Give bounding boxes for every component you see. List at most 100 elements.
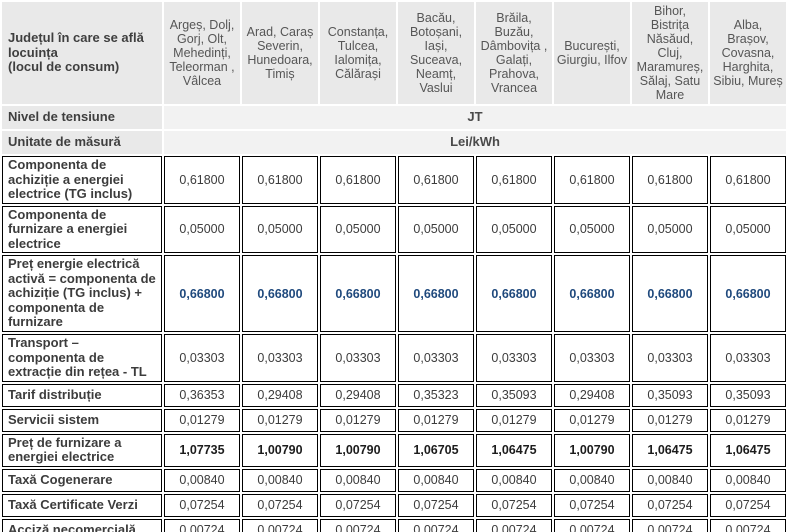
value-cell: 0,01279 (476, 408, 552, 432)
row-label: Taxă Cogenerare (2, 468, 162, 492)
value-cell: 0,35093 (632, 383, 708, 407)
value-cell: 0,05000 (554, 205, 630, 254)
value-cell: 0,29408 (242, 383, 318, 407)
table-row: Preț energie electrică activă = componen… (2, 255, 786, 333)
value-cell: 1,06705 (398, 433, 474, 467)
value-cell: 0,01279 (632, 408, 708, 432)
value-cell: 0,00840 (398, 468, 474, 492)
row-label: Componenta de achiziție a energiei elect… (2, 156, 162, 204)
region-header: Constanța, Tulcea, Ialomița, Călărași (320, 2, 396, 104)
table-row: Taxă Certificate Verzi 0,07254 0,07254 0,07… (2, 493, 786, 517)
value-cell: 0,66800 (554, 255, 630, 333)
value-cell: 0,66800 (398, 255, 474, 333)
value-cell: 0,00724 (554, 518, 630, 532)
value-cell: 0,29408 (320, 383, 396, 407)
voltage-value: JT (164, 106, 786, 129)
value-cell: 0,66800 (164, 255, 240, 333)
row-label: Transport – componenta de extracție din … (2, 334, 162, 382)
region-header: Bacău, Botoșani, Iași, Suceava, Neamț, V… (398, 2, 474, 104)
row-label: Preț energie electrică activă = componen… (2, 255, 162, 333)
value-cell: 0,05000 (398, 205, 474, 254)
value-cell: 0,00724 (242, 518, 318, 532)
value-cell: 0,00724 (476, 518, 552, 532)
value-cell: 0,01279 (710, 408, 786, 432)
value-cell: 1,06475 (632, 433, 708, 467)
value-cell: 0,61800 (710, 156, 786, 204)
value-cell: 0,29408 (554, 383, 630, 407)
value-cell: 0,03303 (632, 334, 708, 382)
voltage-row: Nivel de tensiune JT (2, 106, 786, 129)
row-label: Preț de furnizare a energiei electrice (2, 433, 162, 467)
table-row: Tarif distribuție 0,36353 0,29408 0,29408 0,… (2, 383, 786, 407)
region-header: Arad, Caraș Severin, Hunedoara, Timiș (242, 2, 318, 104)
value-cell: 1,00790 (554, 433, 630, 467)
value-cell: 0,66800 (242, 255, 318, 333)
unit-value: Lei/kWh (164, 131, 786, 154)
value-cell: 0,01279 (398, 408, 474, 432)
row-label: Acciză necomercială (2, 518, 162, 532)
value-cell: 0,05000 (320, 205, 396, 254)
value-cell: 0,00840 (554, 468, 630, 492)
value-cell: 1,07735 (164, 433, 240, 467)
value-cell: 1,00790 (242, 433, 318, 467)
region-header: București, Giurgiu, Ilfov (554, 2, 630, 104)
value-cell: 0,07254 (632, 493, 708, 517)
value-cell: 1,06475 (710, 433, 786, 467)
unit-label: Unitate de măsură (2, 131, 162, 154)
value-cell: 0,35323 (398, 383, 474, 407)
value-cell: 0,03303 (398, 334, 474, 382)
value-cell: 0,07254 (554, 493, 630, 517)
value-cell: 0,00724 (710, 518, 786, 532)
value-cell: 0,61800 (554, 156, 630, 204)
voltage-label: Nivel de tensiune (2, 106, 162, 129)
value-cell: 0,00840 (320, 468, 396, 492)
value-cell: 0,07254 (398, 493, 474, 517)
table-row: Acciză necomercială 0,00724 0,00724 0,00724… (2, 518, 786, 532)
value-cell: 0,01279 (320, 408, 396, 432)
value-cell: 0,66800 (320, 255, 396, 333)
value-cell: 0,07254 (164, 493, 240, 517)
value-cell: 0,05000 (476, 205, 552, 254)
table-row: Componenta de furnizare a energiei elect… (2, 205, 786, 254)
table-row: Transport – componenta de extracție din … (2, 334, 786, 382)
value-cell: 0,07254 (476, 493, 552, 517)
value-cell: 0,03303 (164, 334, 240, 382)
value-cell: 1,06475 (476, 433, 552, 467)
table-row: Taxă Cogenerare 0,00840 0,00840 0,00840 0,00… (2, 468, 786, 492)
value-cell: 0,00724 (398, 518, 474, 532)
table-row: Servicii sistem 0,01279 0,01279 0,01279 0,01… (2, 408, 786, 432)
value-cell: 1,00790 (320, 433, 396, 467)
value-cell: 0,03303 (320, 334, 396, 382)
value-cell: 0,61800 (242, 156, 318, 204)
value-cell: 0,00724 (320, 518, 396, 532)
value-cell: 0,03303 (554, 334, 630, 382)
value-cell: 0,61800 (320, 156, 396, 204)
value-cell: 0,07254 (710, 493, 786, 517)
value-cell: 0,05000 (242, 205, 318, 254)
unit-row: Unitate de măsură Lei/kWh (2, 131, 786, 154)
value-cell: 0,01279 (554, 408, 630, 432)
header-row: Județul în care se află locuința (locul … (2, 2, 786, 104)
value-cell: 0,03303 (710, 334, 786, 382)
value-cell: 0,05000 (632, 205, 708, 254)
value-cell: 0,35093 (476, 383, 552, 407)
region-header: Alba, Brașov, Covasna, Harghita, Sibiu, … (710, 2, 786, 104)
value-cell: 0,35093 (710, 383, 786, 407)
value-cell: 0,00724 (632, 518, 708, 532)
row-label: Taxă Certificate Verzi (2, 493, 162, 517)
value-cell: 0,66800 (710, 255, 786, 333)
row-label: Componenta de furnizare a energiei elect… (2, 205, 162, 254)
value-cell: 0,07254 (242, 493, 318, 517)
value-cell: 0,00840 (476, 468, 552, 492)
value-cell: 0,00840 (632, 468, 708, 492)
value-cell: 0,00724 (164, 518, 240, 532)
value-cell: 0,00840 (164, 468, 240, 492)
value-cell: 0,66800 (632, 255, 708, 333)
region-header: Brăila, Buzău, Dâmbovița , Galați, Praho… (476, 2, 552, 104)
value-cell: 0,01279 (242, 408, 318, 432)
region-header: Argeș, Dolj, Gorj, Olt, Mehedinți, Teleo… (164, 2, 240, 104)
value-cell: 0,01279 (164, 408, 240, 432)
value-cell: 0,05000 (164, 205, 240, 254)
